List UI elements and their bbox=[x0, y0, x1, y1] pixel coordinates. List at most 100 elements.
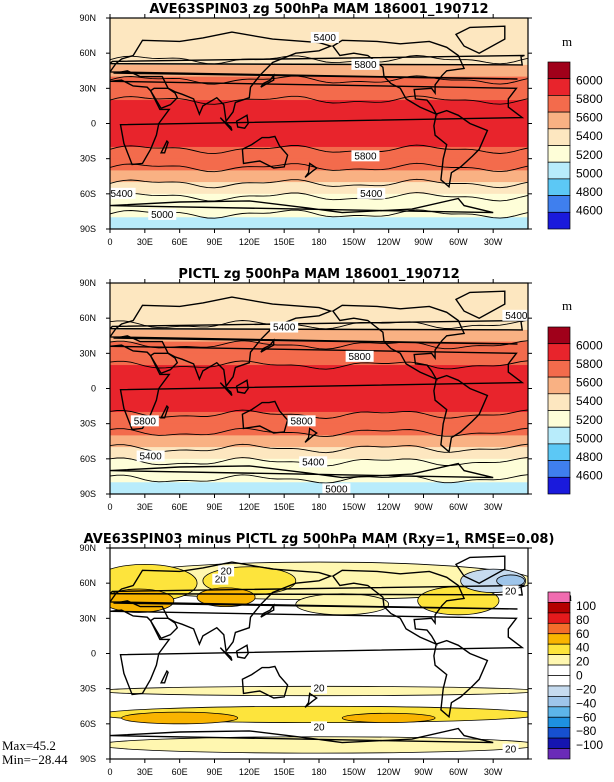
field-band bbox=[110, 423, 528, 436]
y-tick-label: 30S bbox=[80, 419, 96, 429]
field-band bbox=[110, 470, 528, 483]
panel-title-2: PICTL zg 500hPa MAM 186001_190712 bbox=[178, 267, 459, 282]
colorbar-swatch bbox=[547, 111, 571, 130]
coastline bbox=[260, 603, 275, 618]
contour-label: 5400 bbox=[505, 311, 528, 322]
contour-label: 20 bbox=[505, 586, 517, 597]
x-tick-label: 60W bbox=[449, 502, 468, 512]
contour-label-bg bbox=[502, 585, 519, 597]
colorbar-swatch bbox=[547, 61, 571, 80]
coastline bbox=[110, 54, 525, 66]
contour-label: 20 bbox=[221, 566, 233, 577]
colorbar-label: 6000 bbox=[576, 74, 603, 88]
coastline bbox=[433, 374, 489, 454]
coastline bbox=[149, 352, 179, 375]
x-tick-label: 120W bbox=[377, 237, 401, 247]
colorbar-label: −60 bbox=[576, 710, 597, 724]
coastline bbox=[219, 117, 233, 131]
colorbar-swatch bbox=[547, 161, 571, 180]
colorbar-label: 5000 bbox=[576, 431, 603, 445]
colorbar-label: 5600 bbox=[576, 111, 603, 125]
coastline bbox=[159, 139, 169, 154]
colorbar-swatch bbox=[547, 602, 571, 614]
map-panel-3: AVE63SPIN03 minus PICTL zg 500hPa MAM (R… bbox=[2, 532, 603, 777]
contour-label-bg bbox=[502, 309, 531, 321]
x-tick-label: 150W bbox=[342, 502, 366, 512]
contour-label-bg bbox=[148, 208, 177, 220]
y-tick-label: 30N bbox=[79, 348, 96, 358]
colorbar-swatch bbox=[547, 426, 571, 445]
contour-label: 20 bbox=[215, 575, 227, 586]
coastline bbox=[304, 162, 318, 178]
colorbar-swatch bbox=[547, 460, 571, 478]
x-tick-label: 180 bbox=[311, 767, 326, 777]
x-tick-label: 30E bbox=[137, 502, 153, 512]
colorbar-label: 5600 bbox=[576, 376, 603, 390]
x-tick-label: 90W bbox=[414, 767, 433, 777]
contour-line bbox=[110, 144, 528, 155]
colorbar-swatch bbox=[547, 195, 571, 213]
coastline bbox=[149, 617, 179, 640]
y-tick-label: 60S bbox=[80, 189, 96, 199]
y-tick-label: 0 bbox=[91, 384, 96, 394]
field-1 bbox=[110, 18, 528, 229]
colorbar-label: −40 bbox=[576, 696, 597, 710]
contour-label: 5000 bbox=[151, 210, 174, 221]
contour-label: 5000 bbox=[325, 484, 348, 495]
contour-label: 5400 bbox=[302, 457, 325, 468]
x-tick-label: 120E bbox=[239, 502, 260, 512]
y-tick-label: 90N bbox=[79, 543, 96, 553]
contour-line bbox=[110, 192, 528, 202]
colorbar-swatch bbox=[547, 326, 571, 345]
field-band bbox=[110, 388, 528, 401]
stat-min: Min=−28.44 bbox=[2, 752, 68, 767]
contour-label-bg bbox=[322, 483, 351, 495]
colorbar-swatch bbox=[547, 696, 571, 708]
colorbar-swatch bbox=[547, 376, 571, 395]
y-tick-label: 60S bbox=[80, 454, 96, 464]
coastline bbox=[454, 555, 506, 584]
panel-title-1: AVE63SPIN03 zg 500hPa MAM 186001_190712 bbox=[149, 2, 488, 17]
colorbar-unit: m bbox=[562, 34, 572, 49]
colorbar-swatch bbox=[547, 685, 571, 697]
colorbar-swatch bbox=[547, 78, 571, 96]
field-band bbox=[110, 217, 528, 229]
contour-label: 5400 bbox=[110, 189, 133, 200]
x-tick-label: 120W bbox=[377, 767, 401, 777]
field-band bbox=[110, 135, 528, 148]
contour-line bbox=[110, 95, 528, 105]
x-tick-label: 0 bbox=[107, 502, 112, 512]
colorbar-label: −80 bbox=[576, 724, 597, 738]
y-tick-label: 30S bbox=[80, 684, 96, 694]
contour-label-bg bbox=[136, 450, 165, 462]
contour-label: 5400 bbox=[314, 33, 337, 44]
field-band bbox=[110, 193, 528, 207]
colorbar-label: 0 bbox=[576, 669, 583, 683]
x-tick-label: 90E bbox=[206, 502, 222, 512]
x-tick-label: 150E bbox=[274, 237, 295, 247]
field-band bbox=[110, 400, 528, 413]
contour-line bbox=[110, 162, 528, 173]
colorbar-swatch bbox=[547, 178, 571, 196]
coastline bbox=[110, 609, 525, 696]
colorbar-label: 100 bbox=[576, 599, 596, 613]
colorbar-swatch bbox=[547, 393, 571, 411]
coastline bbox=[110, 584, 525, 596]
field-band bbox=[110, 435, 528, 448]
colorbar-swatch bbox=[547, 145, 571, 163]
y-tick-label: 0 bbox=[91, 649, 96, 659]
x-tick-label: 150W bbox=[342, 767, 366, 777]
coastline bbox=[304, 427, 318, 443]
contour-label: 20 bbox=[313, 684, 325, 695]
colorbar-label: 5400 bbox=[576, 394, 603, 408]
contour-label: 5800 bbox=[349, 352, 372, 363]
field-band bbox=[110, 88, 528, 101]
x-tick-label: 120W bbox=[377, 502, 401, 512]
colorbar-swatch bbox=[547, 633, 571, 645]
x-tick-label: 0 bbox=[107, 237, 112, 247]
y-tick-label: 30N bbox=[79, 613, 96, 623]
colorbar-label: −100 bbox=[576, 738, 603, 752]
contour-label: 5800 bbox=[354, 151, 377, 162]
colorbar-swatch bbox=[547, 675, 571, 687]
field-band bbox=[110, 283, 528, 296]
